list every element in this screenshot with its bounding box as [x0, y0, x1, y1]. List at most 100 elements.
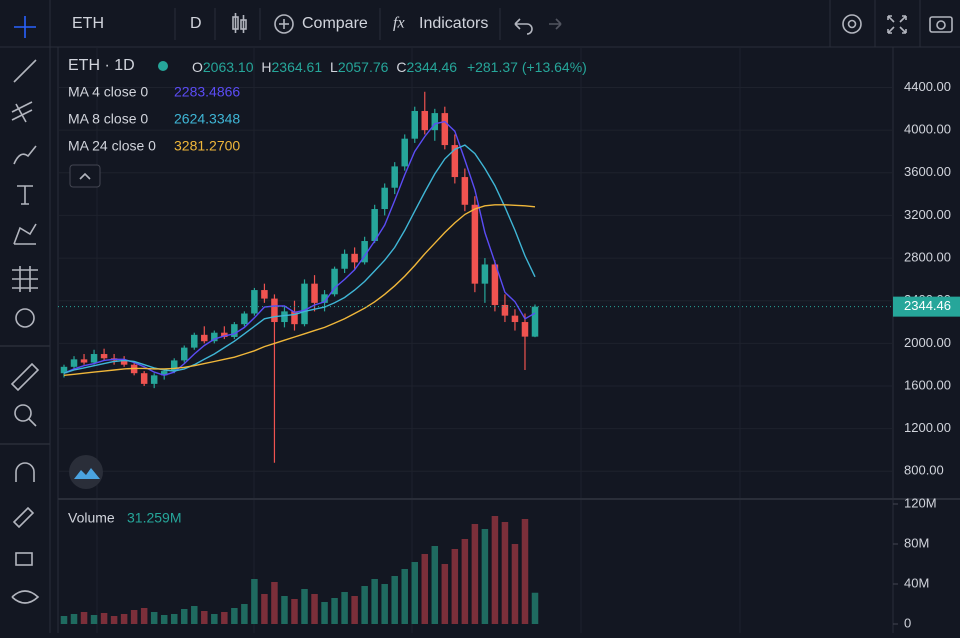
volume-name: Volume [68, 510, 115, 526]
volume-bar [461, 539, 469, 624]
candle-body [421, 110, 429, 131]
grid [96, 47, 741, 633]
hide-tool[interactable] [11, 590, 40, 604]
ma-name: MA 8 close 0 [68, 111, 148, 127]
volume-bar [311, 594, 318, 624]
volume-bar [110, 616, 118, 624]
candle-body [100, 354, 108, 359]
pattern-tool[interactable] [13, 223, 37, 245]
y-tick-label: 2800.00 [904, 250, 951, 265]
volume-bar [341, 592, 348, 624]
candle-body [321, 294, 328, 303]
volume-bar [291, 599, 298, 624]
volume-bar [80, 612, 88, 624]
low: 2057.76 [338, 59, 389, 75]
redo-button[interactable] [549, 18, 562, 30]
crosshair-tool[interactable] [14, 16, 36, 38]
candle-body [191, 334, 198, 348]
measure-tool[interactable] [10, 362, 40, 392]
candle-body [160, 371, 168, 376]
volume-bar [421, 554, 429, 624]
candle-body [241, 313, 248, 325]
close: 2344.46 [406, 59, 457, 75]
fullscreen-button[interactable] [887, 15, 907, 34]
last-price-tag [893, 296, 960, 317]
volume-bar [191, 606, 198, 624]
volume-bar [471, 524, 479, 624]
volume-bar [120, 614, 128, 624]
chart-style-button[interactable] [232, 13, 247, 33]
ma-line [63, 204, 536, 376]
candle-body [471, 204, 479, 284]
candle-body [441, 113, 449, 146]
settings-button[interactable] [842, 14, 862, 34]
volume-value: 31.259M [127, 510, 181, 526]
lock-tool[interactable] [15, 552, 33, 566]
undo-button[interactable] [514, 18, 533, 35]
candle-body [211, 332, 218, 342]
candle-body [201, 334, 208, 342]
volume-bar [431, 546, 439, 624]
compare-icon[interactable] [274, 14, 294, 34]
snapshot-button[interactable] [929, 16, 953, 33]
candle-body [221, 332, 228, 337]
lock-drawing-tool[interactable] [12, 506, 35, 529]
volume-bar [211, 614, 218, 624]
y-tick-label: 4400.00 [904, 79, 951, 94]
compare-button[interactable]: Compare [302, 15, 368, 32]
candle-body [271, 298, 278, 323]
fib-tool[interactable] [11, 101, 33, 123]
candle-body [461, 177, 469, 205]
volume-bar [140, 608, 148, 624]
candle-body [301, 283, 308, 325]
candle-body [181, 347, 188, 361]
y-tick-label: 1600.00 [904, 377, 951, 392]
candle-body [411, 110, 418, 139]
magnet-tool[interactable] [15, 462, 35, 482]
o-label: O [192, 59, 203, 75]
candle-body [501, 304, 509, 316]
indicators-icon[interactable]: fx [393, 15, 405, 32]
volume-bar [60, 616, 68, 624]
volume-bar [221, 612, 228, 624]
volume-bar [451, 549, 459, 624]
candle-body [70, 359, 78, 367]
open: 2063.10 [203, 59, 254, 75]
volume-bar [301, 589, 308, 624]
collapse-button[interactable] [69, 164, 101, 188]
brush-tool[interactable] [13, 145, 37, 165]
volume-bar [401, 569, 408, 624]
logo [69, 455, 103, 489]
volume-bar [90, 615, 98, 624]
zoom-tool[interactable] [14, 404, 37, 427]
indicators-button[interactable]: Indicators [419, 15, 488, 32]
emoji-tool[interactable] [15, 308, 35, 328]
ma-value: 3281.2700 [174, 138, 240, 154]
trend-line-tool[interactable] [13, 59, 37, 83]
candle-body [331, 268, 338, 295]
ma-value: 2283.4866 [174, 84, 240, 100]
volume-bar [150, 612, 158, 624]
ma-name: MA 4 close 0 [68, 84, 148, 100]
volume-bar [441, 564, 449, 624]
candle-body [281, 311, 288, 323]
text-tool[interactable] [17, 185, 33, 205]
prediction-tool[interactable] [12, 266, 38, 292]
ma-line [63, 144, 536, 374]
volume-bar [521, 519, 529, 624]
volume-bar [501, 522, 509, 624]
volume-bar [231, 608, 238, 624]
symbol[interactable]: ETH [72, 15, 104, 32]
volume-tick-label: 40M [904, 575, 929, 590]
volume-bar [100, 613, 108, 624]
candle-body [291, 311, 298, 325]
volume-bar [481, 529, 489, 624]
candle-body [531, 306, 539, 337]
candle-body [361, 241, 368, 263]
volume-bar [391, 576, 398, 624]
candle-body [391, 166, 398, 188]
candle-body [521, 322, 529, 337]
interval[interactable]: D [190, 15, 202, 32]
candle-body [251, 290, 258, 314]
